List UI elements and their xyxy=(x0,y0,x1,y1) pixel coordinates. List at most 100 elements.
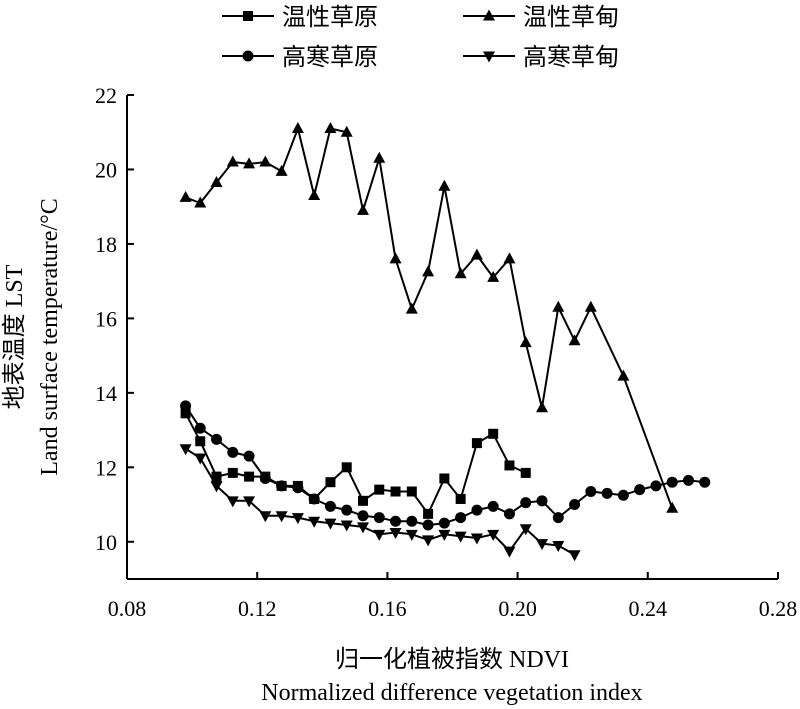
data-point xyxy=(422,265,435,277)
data-point xyxy=(405,302,418,314)
data-point xyxy=(699,476,711,488)
series-3 xyxy=(180,400,711,531)
data-point xyxy=(438,179,451,191)
legend-label: 高寒草甸 xyxy=(523,43,619,71)
data-point xyxy=(210,175,223,187)
x-axis-title-cn: 归一化植被指数 NDVI xyxy=(335,646,569,673)
data-point xyxy=(308,493,320,505)
data-point xyxy=(243,496,256,508)
data-point xyxy=(438,517,450,529)
data-point xyxy=(471,438,482,449)
data-point xyxy=(259,472,271,484)
data-point xyxy=(308,189,321,201)
data-point xyxy=(454,531,467,543)
data-point xyxy=(390,515,402,527)
data-point xyxy=(423,508,434,519)
data-point xyxy=(406,515,418,527)
data-point xyxy=(439,473,450,484)
data-point xyxy=(454,267,467,279)
data-point xyxy=(552,540,565,552)
data-point xyxy=(291,513,304,525)
data-point xyxy=(373,512,385,524)
data-point xyxy=(373,151,386,163)
data-point xyxy=(292,482,304,494)
data-point xyxy=(666,501,679,513)
data-point xyxy=(470,248,483,260)
data-point xyxy=(340,520,353,532)
x-tick-label: 0.24 xyxy=(629,596,668,621)
data-point xyxy=(536,401,549,413)
data-point xyxy=(601,487,613,499)
data-point xyxy=(487,270,500,282)
data-point xyxy=(634,484,646,496)
data-point xyxy=(357,495,368,506)
data-point xyxy=(244,471,255,482)
data-point xyxy=(226,496,239,508)
legend-entry-1: 温性草原 xyxy=(222,3,378,31)
y-tick-label: 22 xyxy=(95,83,117,108)
data-point xyxy=(179,444,192,456)
data-point xyxy=(389,252,402,264)
data-point xyxy=(356,522,369,534)
data-point xyxy=(194,453,207,465)
data-point xyxy=(503,508,515,520)
y-ticks: 10 12 14 16 18 20 22 xyxy=(95,83,134,555)
legend-marker xyxy=(483,51,495,63)
data-point xyxy=(470,533,483,545)
y-axis-title-en: Land surface temperature/°C xyxy=(37,198,63,475)
data-point xyxy=(243,450,255,462)
series-1 xyxy=(180,408,531,519)
x-tick-label: 0.08 xyxy=(108,596,147,621)
data-point xyxy=(536,495,548,507)
y-tick-label: 20 xyxy=(95,157,117,182)
legend-marker xyxy=(243,11,253,21)
data-point xyxy=(180,400,192,412)
x-tick-label: 0.20 xyxy=(498,596,537,621)
data-point xyxy=(308,516,321,528)
data-point xyxy=(503,252,516,264)
y-tick-label: 16 xyxy=(95,306,117,331)
legend-marker xyxy=(483,9,495,21)
data-point xyxy=(650,480,662,492)
data-point xyxy=(275,164,288,176)
series-line xyxy=(184,405,705,526)
data-point xyxy=(275,511,288,523)
x-tick-label: 0.12 xyxy=(238,596,277,621)
series-4 xyxy=(179,444,581,562)
data-point xyxy=(584,300,597,312)
data-point xyxy=(487,529,500,541)
data-point xyxy=(211,471,222,482)
series-layer xyxy=(179,122,711,562)
data-point xyxy=(504,460,515,471)
data-point xyxy=(519,336,532,348)
data-point xyxy=(405,529,418,541)
data-point xyxy=(226,155,239,167)
data-point xyxy=(438,529,451,541)
data-point xyxy=(617,489,629,501)
legend-label: 温性草甸 xyxy=(523,3,619,31)
data-point xyxy=(487,500,499,512)
data-point xyxy=(666,476,678,488)
data-point xyxy=(536,539,549,551)
legend-label: 高寒草原 xyxy=(282,43,378,71)
x-axis-title-en: Normalized difference vegetation index xyxy=(261,680,642,706)
data-point xyxy=(389,527,402,539)
x-tick-label: 0.16 xyxy=(368,596,407,621)
data-point xyxy=(569,499,581,511)
data-point xyxy=(276,480,288,492)
data-point xyxy=(324,518,337,530)
data-point xyxy=(324,122,337,134)
data-point xyxy=(617,369,630,381)
data-point xyxy=(259,155,272,167)
data-point xyxy=(194,422,206,434)
x-tick-label: 0.28 xyxy=(759,596,798,621)
data-point xyxy=(341,462,352,473)
data-point xyxy=(340,125,353,137)
data-point xyxy=(373,529,386,541)
y-axis-title-cn: 地表温度 LST xyxy=(1,264,28,409)
data-point xyxy=(552,512,564,524)
y-tick-label: 18 xyxy=(95,232,117,257)
y-tick-label: 10 xyxy=(95,530,117,555)
data-point xyxy=(341,504,353,516)
